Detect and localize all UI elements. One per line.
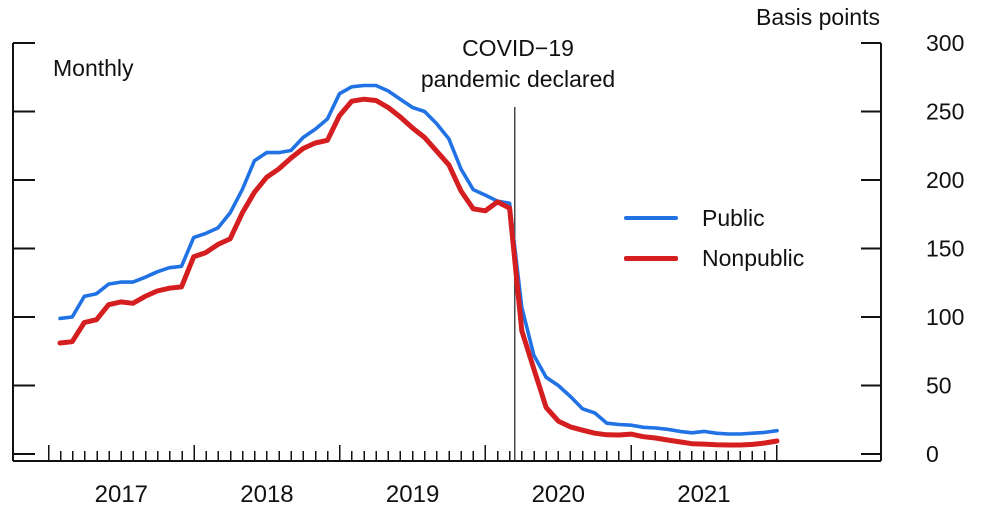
y-axis-tick-label: 0 — [926, 441, 939, 467]
covid-annotation-line1: COVID−19 — [462, 35, 574, 61]
nonpublic-line — [57, 96, 780, 448]
public-line — [58, 83, 779, 436]
covid-annotation: COVID−19 pandemic declared — [368, 33, 668, 95]
unit-label: Basis points — [755, 4, 880, 30]
frequency-label: Monthly — [53, 55, 134, 81]
x-axis-year-label: 2019 — [386, 481, 439, 508]
nonpublic-line-swatch — [624, 255, 678, 261]
legend: Public Nonpublic — [624, 198, 804, 278]
legend-item-public: Public — [624, 198, 804, 238]
y-axis-tick-label: 100 — [926, 304, 964, 330]
x-axis-year-label: 2020 — [532, 481, 585, 508]
x-axis-year-label: 2017 — [95, 481, 148, 508]
y-axis-tick-label: 300 — [926, 30, 964, 56]
legend-item-nonpublic: Nonpublic — [624, 238, 804, 278]
legend-label-public: Public — [702, 204, 765, 231]
y-axis-tick-label: 50 — [926, 373, 952, 399]
covid-annotation-line2: pandemic declared — [420, 66, 616, 92]
y-axis-tick-label: 250 — [926, 99, 964, 125]
public-line-swatch — [624, 216, 678, 220]
x-axis-year-label: 2021 — [677, 481, 730, 508]
y-axis-tick-label: 150 — [926, 236, 964, 262]
x-axis-year-label: 2018 — [240, 481, 293, 508]
y-axis-tick-label: 200 — [926, 167, 964, 193]
legend-label-nonpublic: Nonpublic — [702, 244, 805, 271]
